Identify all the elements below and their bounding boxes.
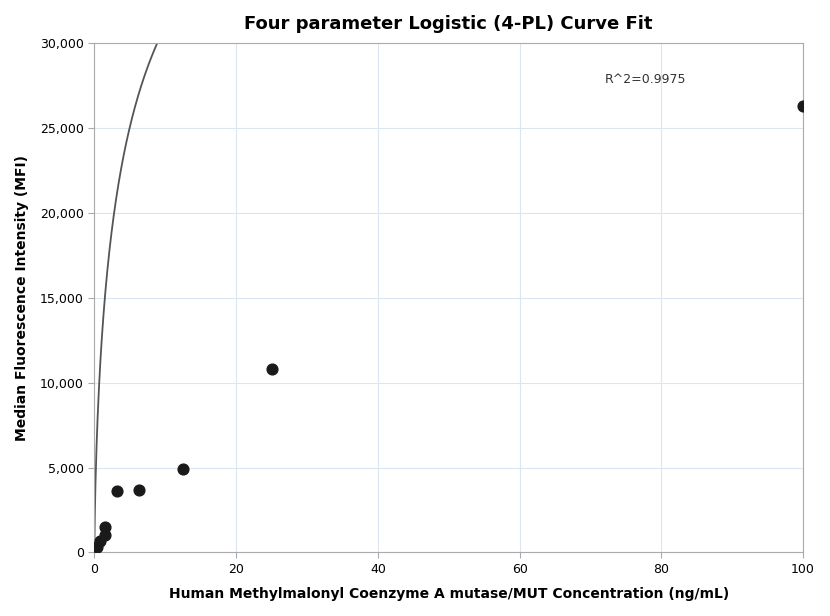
Point (110, 487, 123, 496)
Text: R^2=0.9975: R^2=0.9975 (604, 73, 686, 86)
Point (797, 101, 810, 111)
Point (265, 364, 278, 374)
Point (176, 464, 189, 474)
Title: Four parameter Logistic (4-PL) Curve Fit: Four parameter Logistic (4-PL) Curve Fit (245, 15, 653, 33)
Point (99, 522, 112, 532)
Point (99, 530, 112, 540)
Point (132, 485, 145, 495)
Point (93, 536, 106, 546)
X-axis label: Human Methylmalonyl Coenzyme A mutase/MUT Concentration (ng/mL): Human Methylmalonyl Coenzyme A mutase/MU… (168, 587, 729, 601)
Y-axis label: Median Fluorescence Intensity (MFI): Median Fluorescence Intensity (MFI) (15, 155, 29, 440)
Point (90, 541, 104, 551)
